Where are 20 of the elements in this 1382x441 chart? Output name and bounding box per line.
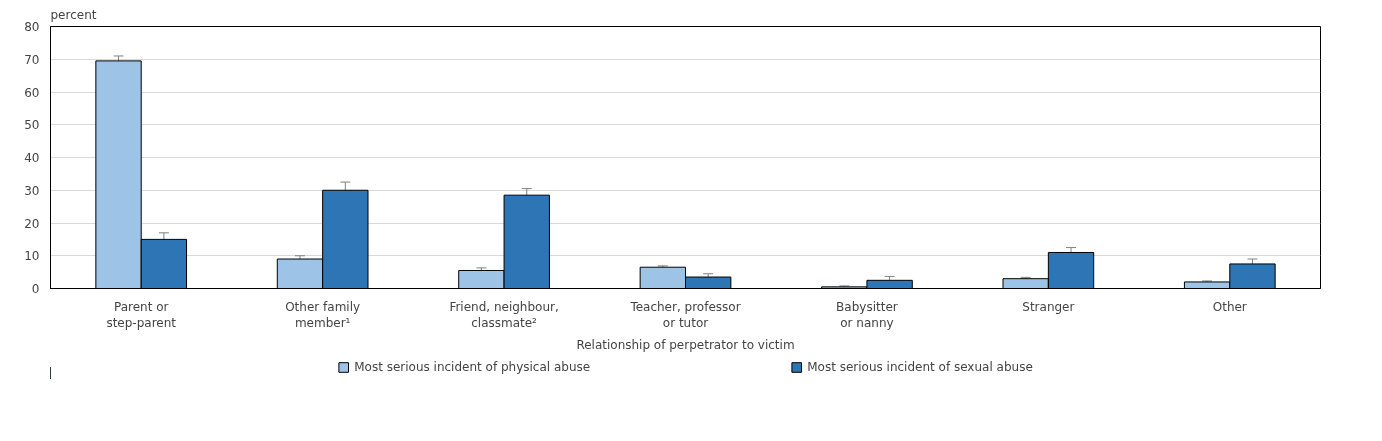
x-tick-label: Stranger bbox=[1022, 299, 1075, 314]
y-axis-title: percent bbox=[50, 7, 97, 22]
y-tick-label: 20 bbox=[24, 216, 40, 231]
x-tick-label: Other bbox=[1212, 299, 1247, 314]
x-tick-label: Other family member¹ bbox=[285, 299, 361, 331]
y-tick-label: 60 bbox=[24, 85, 40, 100]
x-tick-label: Parent or step-parent bbox=[106, 299, 177, 331]
x-tick-label: Friend, neighbour, classmate² bbox=[449, 299, 559, 331]
y-tick-label: 0 bbox=[31, 282, 40, 296]
legend-label: Most serious incident of physical abuse bbox=[354, 360, 591, 374]
y-tick-label: 50 bbox=[24, 118, 40, 133]
y-tick-label: 40 bbox=[24, 151, 40, 165]
x-axis-title: Relationship of perpetrator to victim bbox=[576, 338, 795, 353]
y-tick-label: 80 bbox=[24, 20, 40, 34]
legend-label: Most serious incident of sexual abuse bbox=[807, 360, 1033, 374]
y-tick-label: 10 bbox=[24, 249, 40, 264]
x-tick-label: Teacher, professor or tutor bbox=[629, 299, 741, 331]
x-tick-label: Babysitter or nanny bbox=[836, 299, 898, 331]
y-tick-label: 30 bbox=[24, 183, 40, 198]
y-tick-label: 70 bbox=[24, 52, 40, 67]
